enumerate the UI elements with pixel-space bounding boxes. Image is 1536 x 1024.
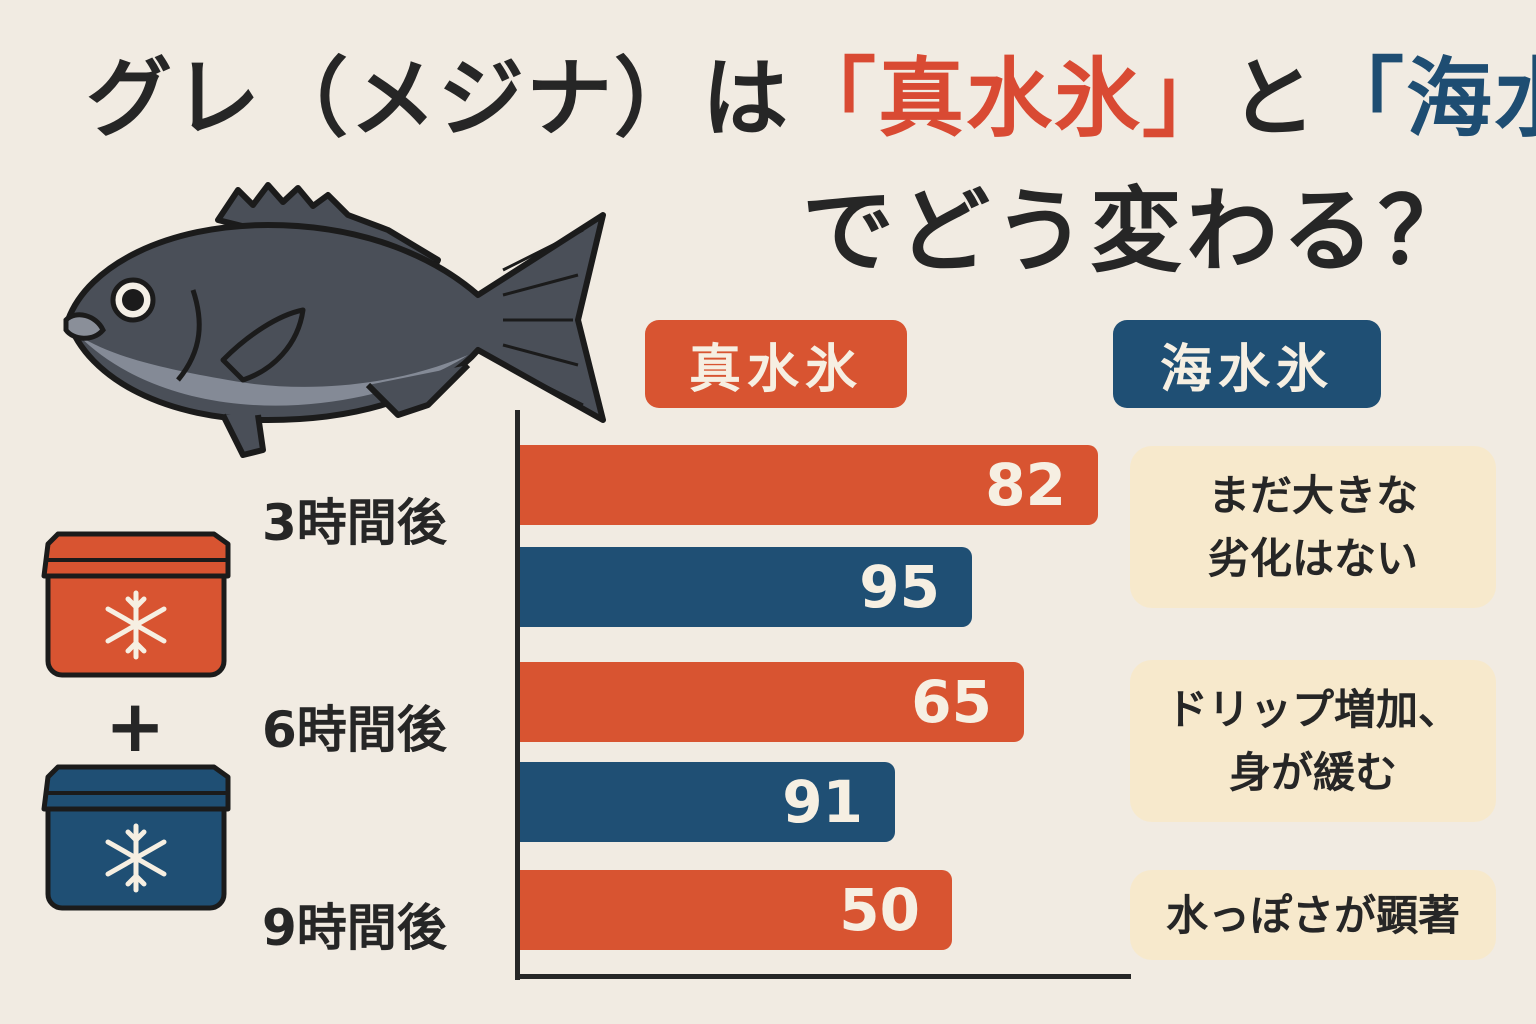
title-sea-ice: 「海水氷」: [1318, 49, 1536, 149]
row-label-9h: 9時間後: [262, 899, 447, 957]
cooler-sea-icon: [41, 764, 231, 911]
legend-fresh-ice: 真水氷: [645, 320, 907, 408]
bar-sea-3h: 95: [520, 547, 972, 627]
fish-icon: [63, 182, 606, 458]
row-label-3h: 3時間後: [262, 494, 447, 552]
bar-sea-6h: 91: [520, 762, 895, 842]
note-3h: まだ大きな 劣化はない: [1130, 446, 1496, 608]
bar-fresh-6h: 65: [520, 662, 1024, 742]
title-part1: グレ（メジナ）は: [86, 49, 790, 149]
title-fresh-ice: 「真水氷」: [790, 49, 1230, 149]
note-6h: ドリップ増加、 身が緩む: [1130, 660, 1496, 822]
bar-fresh-9h: 50: [520, 870, 952, 950]
title-connector: と: [1230, 49, 1318, 149]
cooler-fresh-icon: [41, 531, 231, 678]
plus-icon: +: [105, 684, 166, 768]
row-label-6h: 6時間後: [262, 701, 447, 759]
title-line-2: でどう変わる？: [801, 178, 1474, 285]
bar-fresh-3h: 82: [520, 445, 1098, 525]
note-9h: 水っぽさが顕著: [1130, 870, 1496, 960]
y-axis: [515, 410, 520, 980]
legend-sea-ice: 海水氷: [1113, 320, 1381, 408]
x-axis: [515, 974, 1131, 979]
title-line-1: グレ（メジナ）は「真水氷」と「海水氷」: [86, 56, 1536, 142]
